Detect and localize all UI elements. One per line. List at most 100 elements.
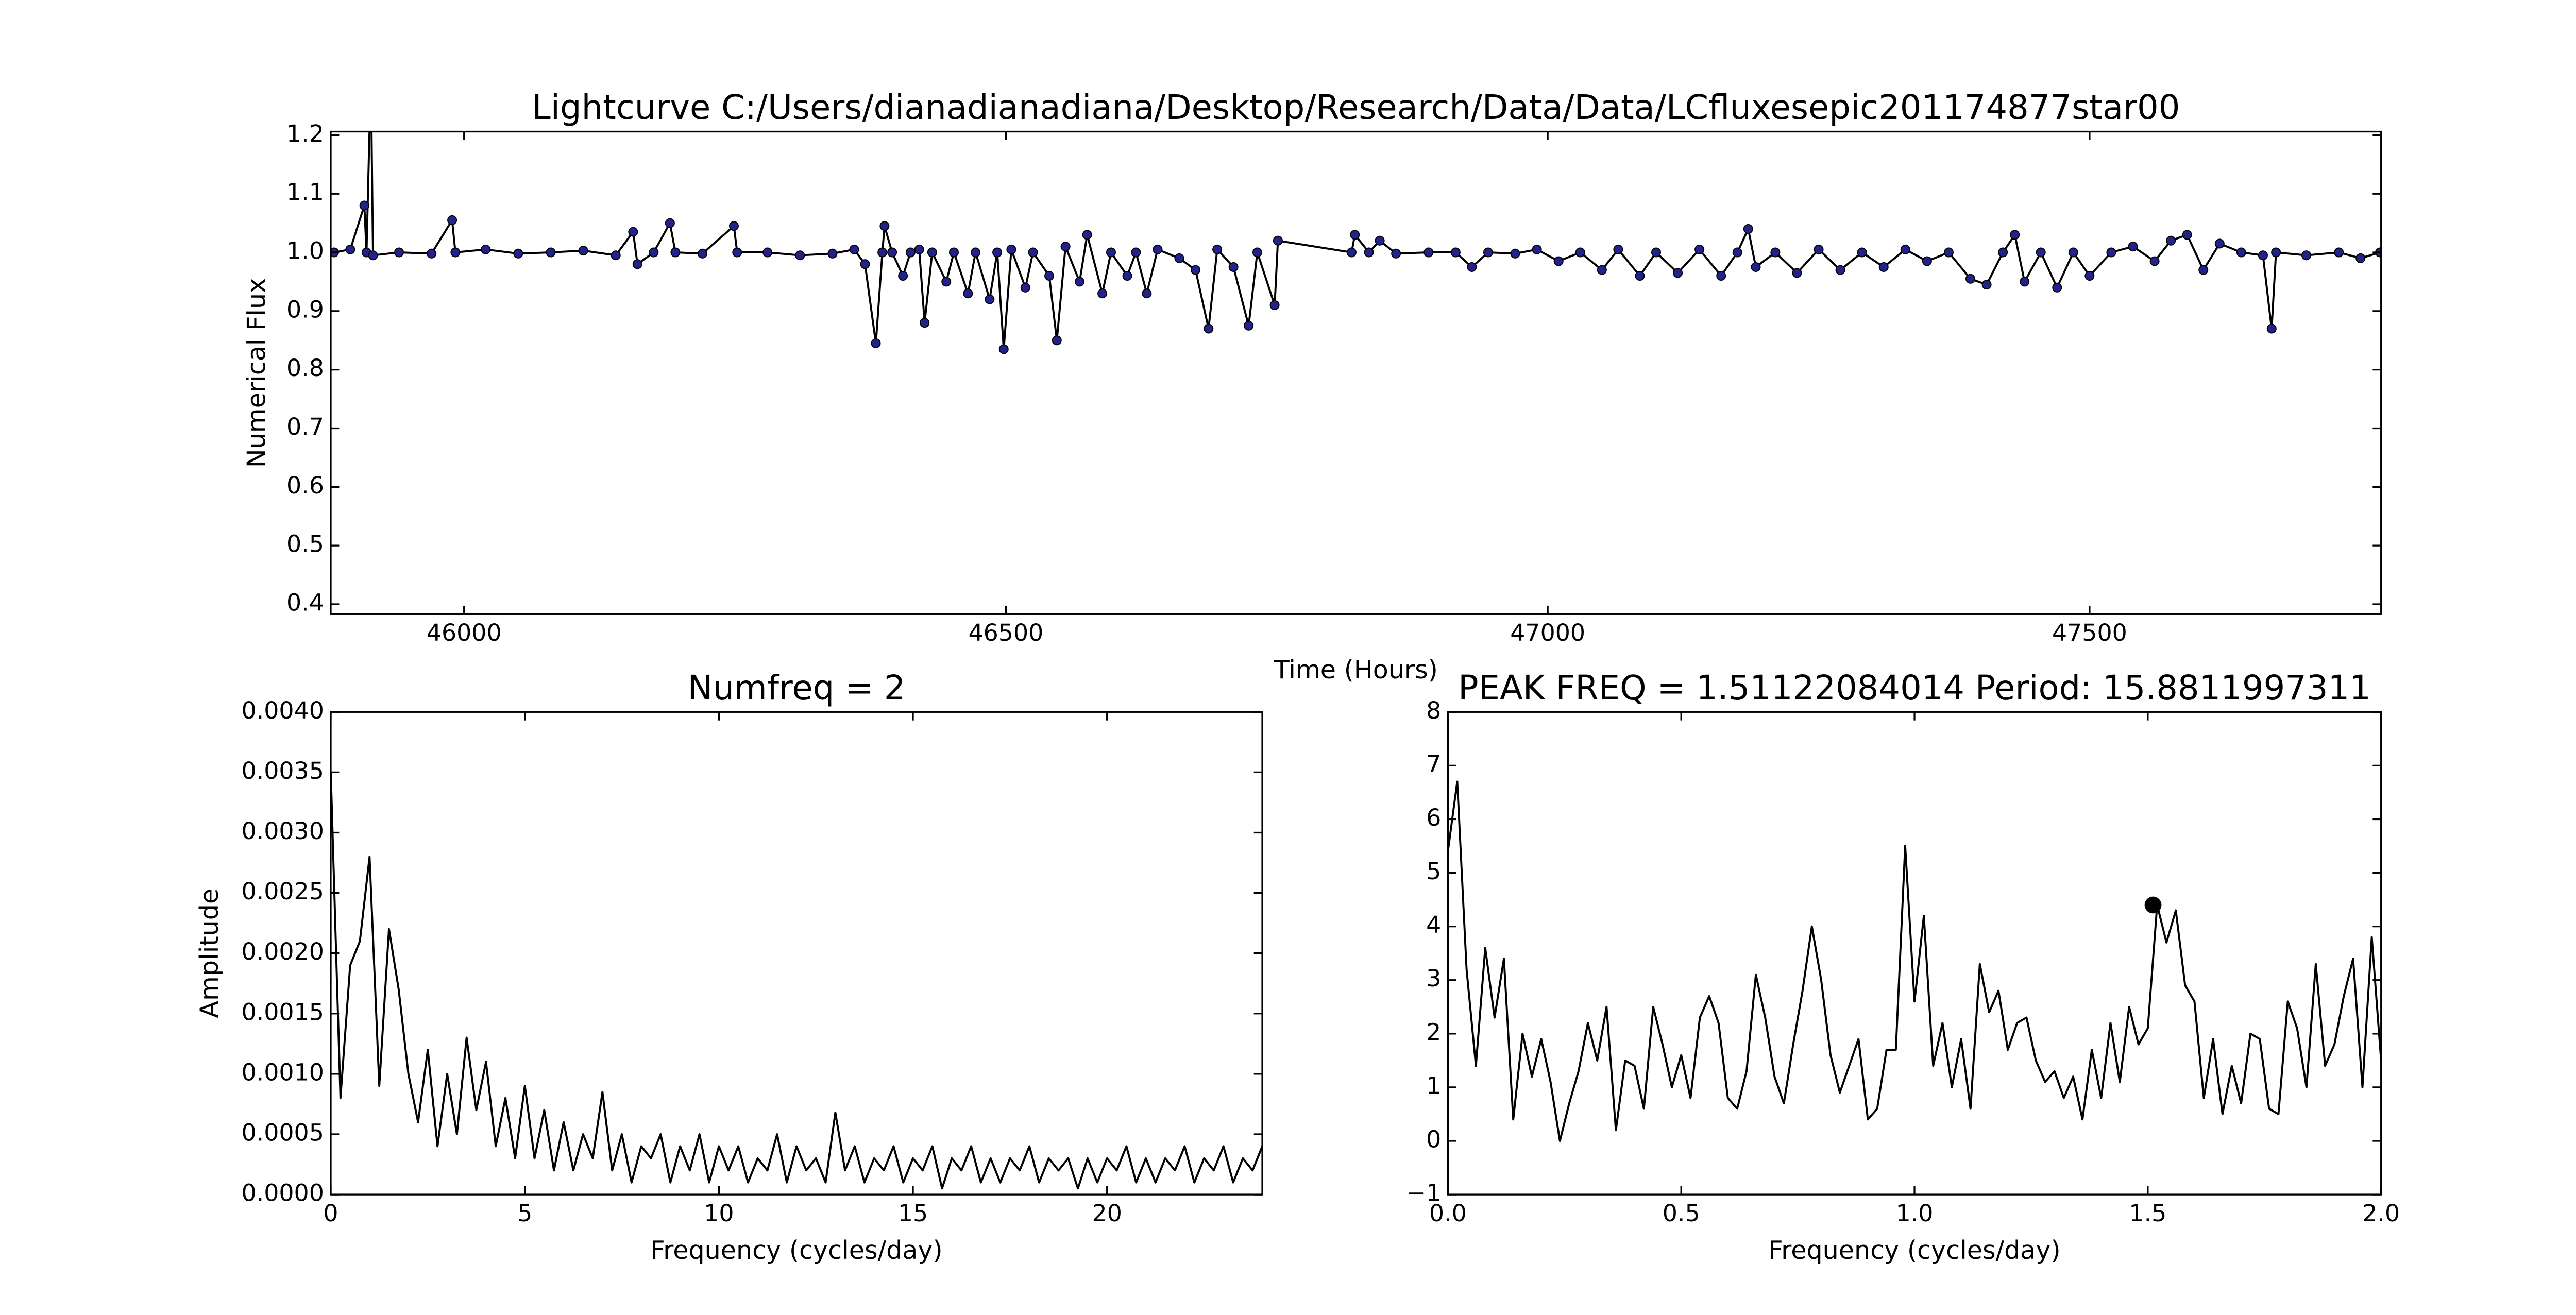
data-point [2128, 242, 2138, 252]
data-point [359, 200, 369, 211]
plot-area [330, 772, 1263, 1190]
x-tick-label: 47000 [1510, 619, 1585, 646]
data-point [941, 277, 952, 287]
data-point [1391, 248, 1401, 259]
data-point [670, 247, 681, 258]
data-point [948, 247, 959, 258]
data-point [2266, 323, 2277, 334]
data-point [1028, 247, 1038, 258]
data-point [1131, 247, 1141, 258]
data-point [914, 244, 924, 254]
data-point [1673, 268, 1683, 278]
data-point [1097, 288, 1108, 299]
data-point [394, 247, 404, 258]
y-tick-label: 0.7 [286, 413, 324, 440]
data-point [877, 247, 888, 258]
data-point [1204, 323, 1214, 334]
y-tick-label: 0.0015 [241, 998, 324, 1026]
y-tick-label: 0.0020 [241, 937, 324, 965]
chart-title: Lightcurve C:/Users/dianadianadiana/Desk… [532, 88, 2180, 127]
data-point [1252, 247, 1262, 258]
data-point [1228, 262, 1239, 272]
data-point [1450, 247, 1461, 258]
data-point [1532, 244, 1542, 254]
data-point [1510, 248, 1520, 259]
x-tick-label: 15 [898, 1199, 928, 1227]
data-line [330, 772, 1263, 1190]
data-point [2106, 247, 2116, 258]
y-tick-label: 0.5 [286, 530, 324, 558]
data-point [1074, 277, 1084, 287]
data-point [971, 247, 981, 258]
data-point [2355, 253, 2366, 263]
y-tick-label: 1.0 [286, 237, 324, 265]
data-point [927, 247, 937, 258]
data-point [2271, 247, 2281, 258]
data-point [1575, 247, 1585, 258]
x-tick-label: 1.5 [2129, 1199, 2166, 1227]
y-tick-label: 8 [1426, 696, 1441, 724]
y-axis-label: Amplitude [194, 889, 224, 1018]
y-tick-label: 0.0025 [241, 877, 324, 905]
data-point [2258, 250, 2268, 261]
y-tick-label: 1.2 [286, 119, 324, 147]
data-point [732, 247, 742, 258]
peak-marker [2144, 896, 2162, 914]
y-tick-label: 0.0005 [241, 1118, 324, 1146]
data-point [1006, 244, 1016, 254]
data-point [998, 344, 1009, 354]
data-point [2036, 247, 2046, 258]
y-tick-label: 0 [1426, 1125, 1441, 1153]
data-point [1273, 235, 1283, 246]
data-point [762, 247, 773, 258]
data-point [1467, 262, 1477, 272]
data-point [665, 218, 675, 228]
data-point [368, 250, 378, 261]
data-point [1694, 244, 1705, 254]
data-point [2182, 230, 2192, 240]
data-point [1651, 247, 1662, 258]
x-tick-label: 2.0 [2362, 1199, 2400, 1227]
x-tick-label: 46000 [427, 619, 502, 646]
y-tick-label: 3 [1426, 964, 1441, 992]
chart-title: Numfreq = 2 [688, 669, 906, 708]
plot-area [330, 131, 2381, 354]
data-point [1878, 262, 1889, 272]
x-axis-label: Frequency (cycles/day) [650, 1235, 942, 1265]
y-tick-label: 0.4 [286, 588, 324, 616]
data-point [1044, 271, 1055, 281]
data-point [827, 248, 838, 259]
x-tick-label: 0 [323, 1199, 338, 1227]
data-point [1174, 253, 1184, 263]
data-point [649, 247, 659, 258]
data-point [1716, 271, 1726, 281]
data-point [427, 248, 437, 259]
data-point [2236, 247, 2246, 258]
data-point [860, 259, 870, 269]
data-point [1020, 282, 1030, 293]
data-point [1613, 244, 1623, 254]
data-point [2020, 277, 2030, 287]
data-point [1998, 247, 2008, 258]
data-point [849, 244, 859, 254]
data-point [2149, 256, 2160, 266]
data-point [697, 248, 707, 259]
data-point [1597, 265, 1607, 275]
y-tick-label: 2 [1426, 1018, 1441, 1046]
data-point [611, 250, 621, 261]
data-point [2301, 250, 2312, 261]
y-axis-label: Numerical Flux [242, 278, 272, 468]
data-point [963, 288, 973, 299]
data-point [1375, 235, 1385, 246]
axes-frame [330, 130, 2382, 615]
y-tick-label: 5 [1426, 857, 1441, 885]
x-tick-label: 1.0 [1896, 1199, 1934, 1227]
data-point [632, 259, 642, 269]
data-point [1792, 268, 1802, 278]
x-axis-label: Frequency (cycles/day) [1768, 1235, 2060, 1265]
data-point [2334, 247, 2344, 258]
y-tick-label: 6 [1426, 804, 1441, 831]
data-point [513, 248, 523, 259]
x-tick-label: 46500 [969, 619, 1044, 646]
data-point [2084, 271, 2095, 281]
